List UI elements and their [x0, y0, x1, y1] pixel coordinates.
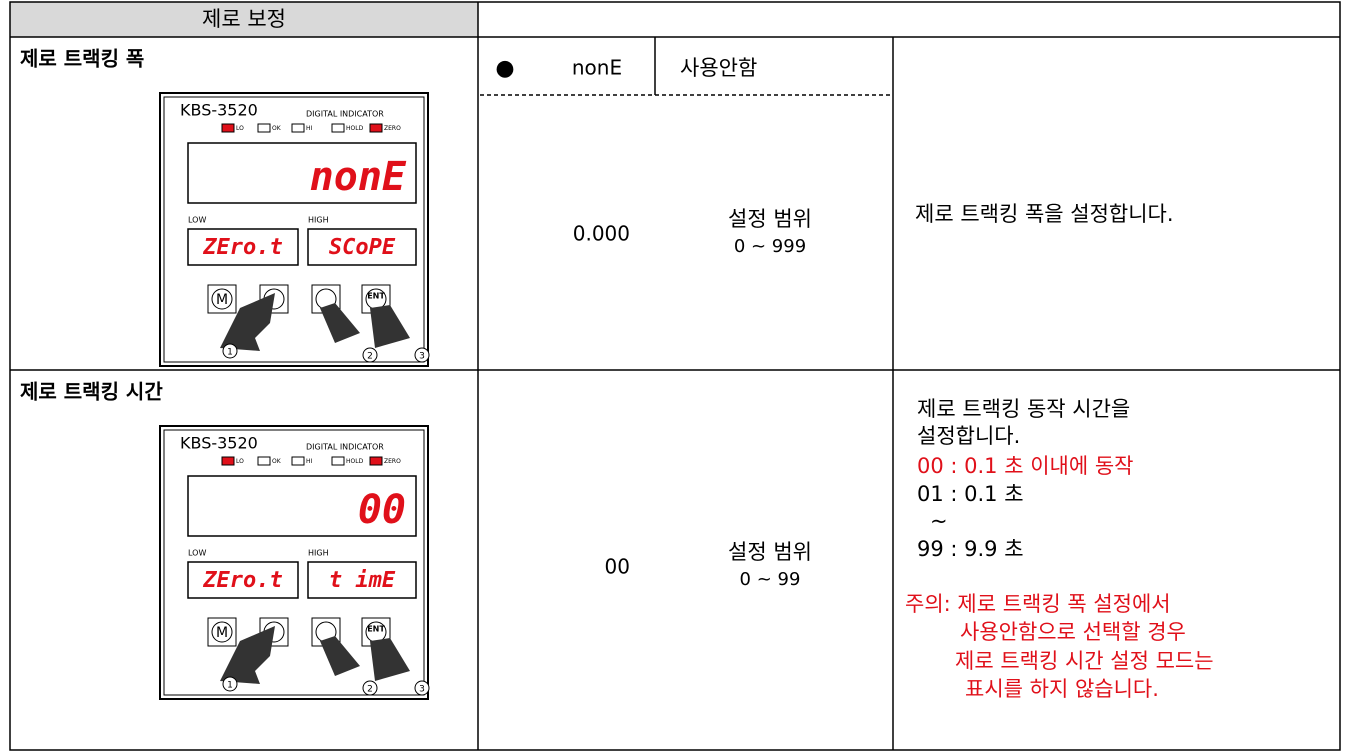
hand	[320, 303, 360, 343]
lamp-label: HI	[306, 125, 313, 132]
header-title: 제로 보정	[202, 7, 286, 31]
main-display-text: nonE	[310, 154, 407, 200]
lamp-label: HOLD	[346, 458, 364, 465]
low-display-text: ZEro.t	[202, 568, 282, 593]
button-face	[211, 621, 233, 643]
range-label: 설정 범위	[728, 540, 812, 564]
step-marker	[362, 347, 378, 363]
indicator-device: KBS-3520 DIGITAL INDICATOR LO OK HI HOLD ZERO n…	[159, 92, 430, 367]
step-number: 2	[367, 685, 373, 695]
main-display	[187, 475, 417, 537]
header-cell	[10, 2, 478, 37]
low-display	[187, 228, 299, 266]
hand	[220, 293, 275, 351]
step-marker	[362, 680, 378, 696]
main-display-text: 00	[358, 487, 406, 533]
range-value: 0 ~ 99	[740, 569, 801, 590]
description-line: 99 : 9.9 초	[917, 537, 1024, 561]
description-line: 표시를 하지 않습니다.	[965, 677, 1159, 701]
lamp-label: HOLD	[346, 125, 364, 132]
step-number: 3	[419, 685, 425, 695]
lamp	[331, 123, 345, 133]
row-title: 제로 트랙킹 폭	[20, 47, 144, 71]
step-marker	[414, 680, 430, 696]
button-face	[211, 288, 233, 310]
hand	[370, 305, 410, 348]
description-line: 주의: 제로 트랙킹 폭 설정에서	[905, 592, 1171, 616]
high-display	[307, 228, 417, 266]
setting-value: 00	[605, 555, 630, 579]
description-line: 제로 트랙킹 폭을 설정합니다.	[915, 202, 1174, 226]
description-line: 제로 트랙킹 시간 설정 모드는	[955, 649, 1214, 673]
option-bullet: ●	[495, 56, 514, 81]
lamp-label: ZERO	[384, 125, 401, 132]
device-inner	[163, 429, 425, 696]
step-number: 1	[227, 348, 233, 358]
lamp-label: ZERO	[384, 458, 401, 465]
description-line: ~	[930, 509, 948, 533]
lamp	[291, 456, 305, 466]
step-marker	[222, 676, 238, 692]
device-subtitle: DIGITAL INDICATOR	[306, 443, 384, 452]
range-value: 0 ~ 999	[734, 236, 806, 257]
device-inner	[163, 96, 425, 363]
low-label: LOW	[188, 216, 206, 225]
description-line: 제로 트랙킹 동작 시간을	[917, 397, 1130, 421]
hand	[320, 636, 360, 676]
row-title: 제로 트랙킹 시간	[20, 380, 163, 404]
button	[207, 617, 237, 647]
lamp	[221, 456, 235, 466]
step-marker	[414, 347, 430, 363]
lamp	[291, 123, 305, 133]
hand	[370, 638, 410, 681]
lamp-label: OK	[272, 125, 282, 132]
button-label: ENT	[367, 625, 385, 634]
device-model: KBS-3520	[180, 101, 258, 120]
high-display	[307, 561, 417, 599]
indicator-device: KBS-3520 DIGITAL INDICATOR LO OK HI HOLD ZERO 0…	[159, 425, 430, 700]
hand	[220, 626, 275, 684]
description-line: 01 : 0.1 초	[917, 482, 1024, 506]
high-label: HIGH	[308, 549, 329, 558]
device-model: KBS-3520	[180, 434, 258, 453]
high-display-text: SCoPE	[329, 235, 396, 260]
lamp-label: OK	[272, 458, 282, 465]
lamp-label: LO	[236, 125, 244, 132]
lamp	[257, 456, 271, 466]
step-marker	[222, 343, 238, 359]
description-line: 설정합니다.	[917, 424, 1020, 448]
lamp	[221, 123, 235, 133]
lamp	[369, 456, 383, 466]
high-label: HIGH	[308, 216, 329, 225]
device-subtitle: DIGITAL INDICATOR	[306, 110, 384, 119]
low-display	[187, 561, 299, 599]
lamp-label: LO	[236, 458, 244, 465]
option-label: 사용안함	[680, 56, 757, 80]
lamp-label: HI	[306, 458, 313, 465]
step-number: 1	[227, 681, 233, 691]
step-number: 2	[367, 352, 373, 362]
button	[207, 284, 237, 314]
range-label: 설정 범위	[728, 207, 812, 231]
button-label: M	[216, 292, 228, 308]
setting-value: 0.000	[573, 222, 630, 246]
description-line: 사용안함으로 선택할 경우	[960, 620, 1186, 644]
button-label: ENT	[367, 292, 385, 301]
button-label: M	[216, 625, 228, 641]
lamp	[257, 123, 271, 133]
option-code: nonE	[572, 56, 622, 80]
lamp	[369, 123, 383, 133]
description-line: 00 : 0.1 초 이내에 동작	[917, 454, 1134, 478]
high-display-text: t imE	[329, 568, 396, 593]
table-grid	[9, 1, 1341, 751]
low-display-text: ZEro.t	[202, 235, 282, 260]
lamp	[331, 456, 345, 466]
step-number: 3	[419, 352, 425, 362]
low-label: LOW	[188, 549, 206, 558]
main-display	[187, 142, 417, 204]
